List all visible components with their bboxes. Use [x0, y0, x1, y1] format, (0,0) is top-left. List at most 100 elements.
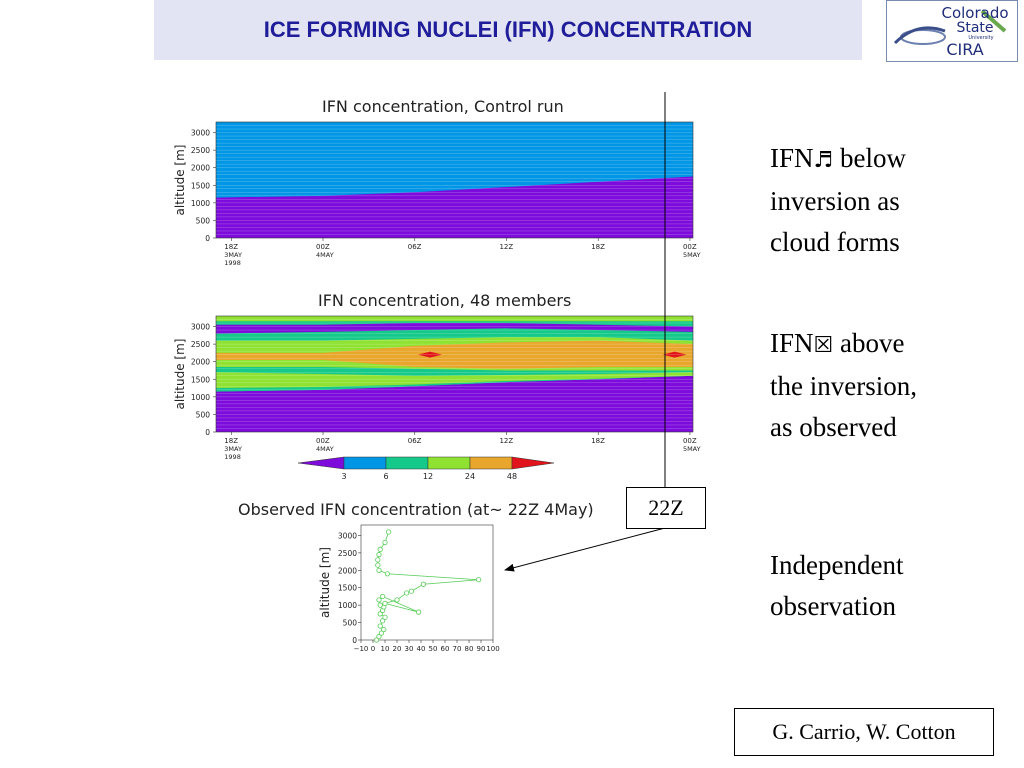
chart4-xtick-label: 0: [371, 645, 375, 653]
logo-line-1: Colorado: [941, 4, 1008, 22]
chart4-xtick-label: 60: [441, 645, 450, 653]
chart1-xtick-label: 18Z: [591, 243, 605, 251]
chart2-frame: [215, 315, 694, 433]
bullet-3: Independent observation: [770, 545, 903, 627]
pointer-arrow: [504, 527, 666, 572]
chart4-xtick-label: 70: [453, 645, 462, 653]
colorbar-tick-label: 3: [341, 472, 346, 481]
chart4-point: [408, 588, 415, 594]
chart1-frame: [215, 121, 694, 239]
chart1-title: IFN concentration, Control run: [322, 97, 564, 116]
chart4-point: [375, 562, 381, 568]
chart1-xtick-label: 00Z: [316, 243, 330, 251]
boxed-x-icon: ☒: [813, 333, 834, 358]
chart1-xtick-sub1: 3MAY: [224, 251, 242, 259]
chart2-red-spot: [418, 351, 443, 358]
chart4-ylabel: altitude [m]: [318, 547, 332, 618]
chart4-ytick-label: 2000: [338, 566, 357, 575]
chart2-layer-violet: [216, 323, 693, 334]
chart4-point: [416, 609, 422, 615]
chart1-xtick-label: 18Z: [224, 243, 238, 251]
bullet-3-line1: Independent: [770, 550, 904, 580]
chart2-xtick-label: 12Z: [499, 437, 513, 445]
chart1-xtick-sub1: 4MAY: [316, 251, 334, 259]
bullet-2-line3: as observed: [770, 412, 897, 442]
chart4-point: [376, 633, 382, 640]
chart4-point: [394, 597, 400, 603]
chart4-xtick-label: 100: [486, 645, 499, 653]
chart2-ytick-label: 1500: [191, 375, 210, 384]
chart4-xtick-label: 90: [477, 645, 486, 653]
chart2-layer-green: [216, 372, 693, 389]
chart4-series-line: [376, 531, 479, 641]
chart1-ytick-label: 2000: [191, 164, 210, 173]
chart1-ytick-label: 1000: [191, 199, 210, 208]
title-banner: ICE FORMING NUCLEI (IFN) CONCENTRATION: [154, 0, 862, 60]
chart4-xtick-label: 50: [429, 645, 438, 653]
chart4-point: [377, 611, 383, 617]
chart4-point: [382, 539, 388, 546]
chart2-ylabel: altitude [m]: [173, 339, 187, 410]
csu-cira-logo: Colorado State University CIRA: [886, 0, 1018, 62]
logo-graphic: Colorado State University CIRA: [893, 4, 1009, 59]
chart4-xtick-label: 10: [381, 645, 390, 653]
chart2-xtick-sub2: 1998: [224, 453, 241, 461]
chart2-xtick-sub1: 5MAY: [683, 445, 701, 453]
colorbar-tick-label: 6: [383, 472, 388, 481]
chart2-red-spot: [662, 351, 687, 358]
bullet-1: IFN♬ below inversion as cloud forms: [770, 138, 906, 263]
bullet-2-prefix: IFN: [770, 328, 814, 358]
chart1-xtick-sub2: 1998: [224, 259, 241, 267]
chart2-ytick-label: 1000: [191, 393, 210, 402]
author-credit: G. Carrio, W. Cotton: [734, 708, 994, 756]
chart2-xtick-label: 18Z: [591, 437, 605, 445]
bullet-1-line3: cloud forms: [770, 227, 900, 257]
chart4-xtick-label: 30: [405, 645, 414, 653]
chart4-xtick-label: 40: [417, 645, 426, 653]
chart4-point: [380, 593, 386, 600]
logo-line-3: University: [968, 35, 993, 41]
chart4-point: [382, 614, 388, 620]
chart-observed-profile: 0 500 1000 1500 2000 2500 3000 −10 0 10 20 30 40 50 60…: [318, 524, 500, 653]
chart4-ytick-label: 3000: [338, 531, 357, 540]
chart2-layer-green: [216, 316, 693, 322]
chart1-ylabel: altitude [m]: [173, 145, 187, 216]
bullet-2-line2: the inversion,: [770, 371, 917, 401]
chart1-xtick-sub1: 5MAY: [683, 251, 701, 259]
colorbar-tick-label: 12: [423, 472, 433, 481]
chart4-point: [420, 581, 427, 587]
chart4-point: [376, 597, 382, 603]
chart4-xtick-label: −10: [354, 645, 369, 653]
chart2-xtick-sub1: 4MAY: [316, 445, 334, 453]
chart1-ytick-label: 0: [205, 234, 210, 243]
chart4-point: [376, 567, 382, 573]
colorbar: 3 6 12 24 48: [298, 456, 555, 481]
chart4-xtick-label: 20: [393, 645, 402, 653]
colorbar-tick-label: 48: [507, 472, 517, 481]
bullet-2: IFN☒ above the inversion, as observed: [770, 323, 917, 448]
chart2-xtick-label: 18Z: [224, 437, 238, 445]
chart2-title: IFN concentration, 48 members: [318, 291, 572, 310]
chart4-ytick-label: 1500: [338, 584, 357, 593]
chart4-title: Observed IFN concentration (at~ 22Z 4May…: [238, 500, 594, 519]
chart1-xtick-label: 00Z: [683, 243, 697, 251]
chart4-point: [377, 546, 383, 552]
chart4-ytick-label: 1000: [338, 601, 357, 610]
logo-line-4: CIRA: [946, 40, 983, 59]
chart1-xtick-label: 06Z: [408, 243, 422, 251]
page-title: ICE FORMING NUCLEI (IFN) CONCENTRATION: [263, 17, 753, 42]
bullet-2-suffix: above: [833, 328, 905, 358]
chart1-xtick-label: 12Z: [499, 243, 513, 251]
chart4-ytick-label: 0: [352, 636, 357, 645]
chart2-xtick-sub1: 3MAY: [224, 445, 242, 453]
chart2-ytick-label: 2500: [191, 340, 210, 349]
bullet-1-line2: inversion as: [770, 186, 900, 216]
logo-line-2: State: [956, 20, 993, 36]
chart2-ytick-label: 3000: [191, 323, 210, 332]
chart4-point: [376, 552, 382, 558]
chart2-layer-violet: [216, 375, 693, 432]
marker-22z-label: 22Z: [626, 487, 706, 529]
